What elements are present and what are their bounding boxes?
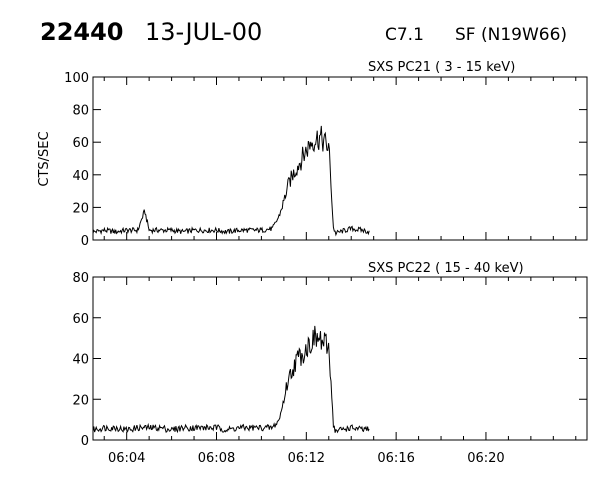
x-tick-label: 06:04	[108, 451, 145, 466]
x-tick-label: 06:08	[198, 451, 235, 466]
y-tick-label-pc21: 20	[72, 201, 89, 216]
panel-pc21: SXS PC21 ( 3 - 15 keV) CTS/SEC 0 20 40 60 80…	[37, 60, 588, 249]
y-tick-label-pc22: 40	[72, 353, 89, 368]
x-tick-label: 06:16	[377, 451, 414, 466]
plot-frame-pc21	[92, 76, 588, 241]
y-tick-label-pc21: 60	[72, 136, 89, 151]
y-tick-label-pc21: 0	[81, 234, 89, 249]
y-tick-label-pc22: 80	[72, 271, 89, 286]
panel-label-pc21: SXS PC21 ( 3 - 15 keV)	[368, 60, 515, 75]
y-tick-label-pc22: 20	[72, 393, 89, 408]
panel-label-pc22: SXS PC22 ( 15 - 40 keV)	[368, 261, 524, 276]
y-tick-label-pc21: 100	[64, 71, 89, 86]
axes-pc22: 0 20 40 60 80 06:04 06:08 06:12 06:16 06:20	[72, 271, 587, 466]
y-tick-label-pc22: 60	[72, 312, 89, 327]
flare-class: C7.1	[385, 25, 424, 45]
flare-location: SF (N19W66)	[455, 25, 567, 45]
y-axis-title: CTS/SEC	[37, 131, 52, 186]
x-tick-label: 06:20	[467, 451, 504, 466]
panel-pc22: SXS PC22 ( 15 - 40 keV) 0 20 40 60 80 06:04 06…	[72, 261, 588, 466]
series-line-pc21	[92, 125, 370, 237]
y-tick-label-pc22: 0	[81, 434, 89, 449]
y-tick-label-pc21: 40	[72, 169, 89, 184]
axes-pc21: 0 20 40 60 80 100	[64, 71, 587, 249]
series-line-pc22	[92, 325, 370, 434]
x-tick-label: 06:12	[288, 451, 325, 466]
y-tick-label-pc21: 80	[72, 104, 89, 119]
event-number: 22440	[40, 18, 124, 46]
event-date: 13-JUL-00	[145, 18, 262, 46]
plot-frame-pc22	[92, 276, 588, 441]
